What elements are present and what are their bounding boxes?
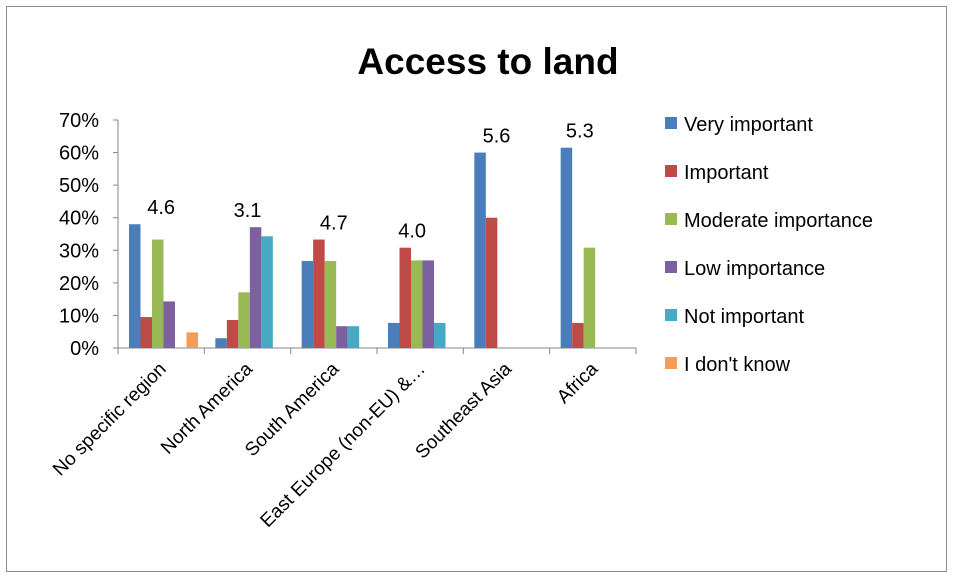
legend-label: Not important [684, 306, 804, 328]
data-labels: 4.6 3.1 4.7 4.0 5.6 5.3 [147, 121, 593, 243]
bar [485, 217, 498, 348]
legend-label: Moderate importance [684, 210, 873, 232]
bar [215, 338, 227, 348]
bar [163, 301, 175, 348]
legend-swatch [665, 213, 677, 225]
bar [388, 322, 400, 348]
bar [301, 261, 314, 348]
legend-swatch [665, 261, 677, 273]
legend: Very important Important Moderate importan… [665, 114, 873, 376]
legend-swatch [665, 165, 677, 177]
y-tick-label: 40% [59, 208, 99, 230]
legend-swatch [665, 309, 677, 321]
bar [140, 317, 152, 348]
y-tick-label: 50% [59, 175, 99, 197]
y-tick-label: 0% [70, 338, 99, 360]
legend-label: Important [684, 162, 769, 184]
bar [399, 247, 411, 348]
legend-label: Low importance [684, 258, 825, 280]
bar [560, 147, 573, 348]
legend-swatch [665, 357, 677, 369]
legend-label: I don't know [684, 354, 791, 376]
bar [186, 332, 198, 348]
y-tick-label: 20% [59, 273, 99, 295]
bar [474, 152, 486, 348]
bar [422, 260, 434, 348]
legend-swatch [665, 117, 677, 129]
bar [583, 247, 596, 348]
bar [152, 239, 164, 348]
chart-title: Access to land [357, 41, 618, 82]
y-tick-label: 10% [59, 305, 99, 327]
bar [572, 322, 584, 348]
bar [336, 326, 348, 348]
data-label: 5.3 [566, 121, 594, 143]
bar [226, 319, 239, 348]
bar [411, 260, 423, 348]
bar [261, 236, 273, 348]
bar [434, 322, 446, 348]
y-tick-label: 70% [59, 110, 99, 132]
x-tick-label: No specific region [49, 359, 171, 481]
data-label: 4.6 [147, 197, 175, 219]
x-tick-label: East Europe (non-EU) &… [257, 359, 430, 532]
legend-label: Very important [684, 114, 813, 136]
bar [129, 224, 141, 348]
bars [129, 147, 596, 348]
bar [313, 239, 325, 348]
y-tick-label: 60% [59, 143, 99, 165]
bar [347, 326, 360, 348]
y-tick-label: 30% [59, 240, 99, 262]
data-label: 3.1 [234, 200, 262, 222]
x-tick-label: Africa [553, 358, 602, 407]
bar [249, 227, 262, 348]
bar [238, 292, 250, 348]
data-label: 4.7 [320, 213, 348, 235]
data-label: 5.6 [483, 126, 511, 148]
data-label: 4.0 [398, 221, 426, 243]
bar [324, 261, 337, 348]
